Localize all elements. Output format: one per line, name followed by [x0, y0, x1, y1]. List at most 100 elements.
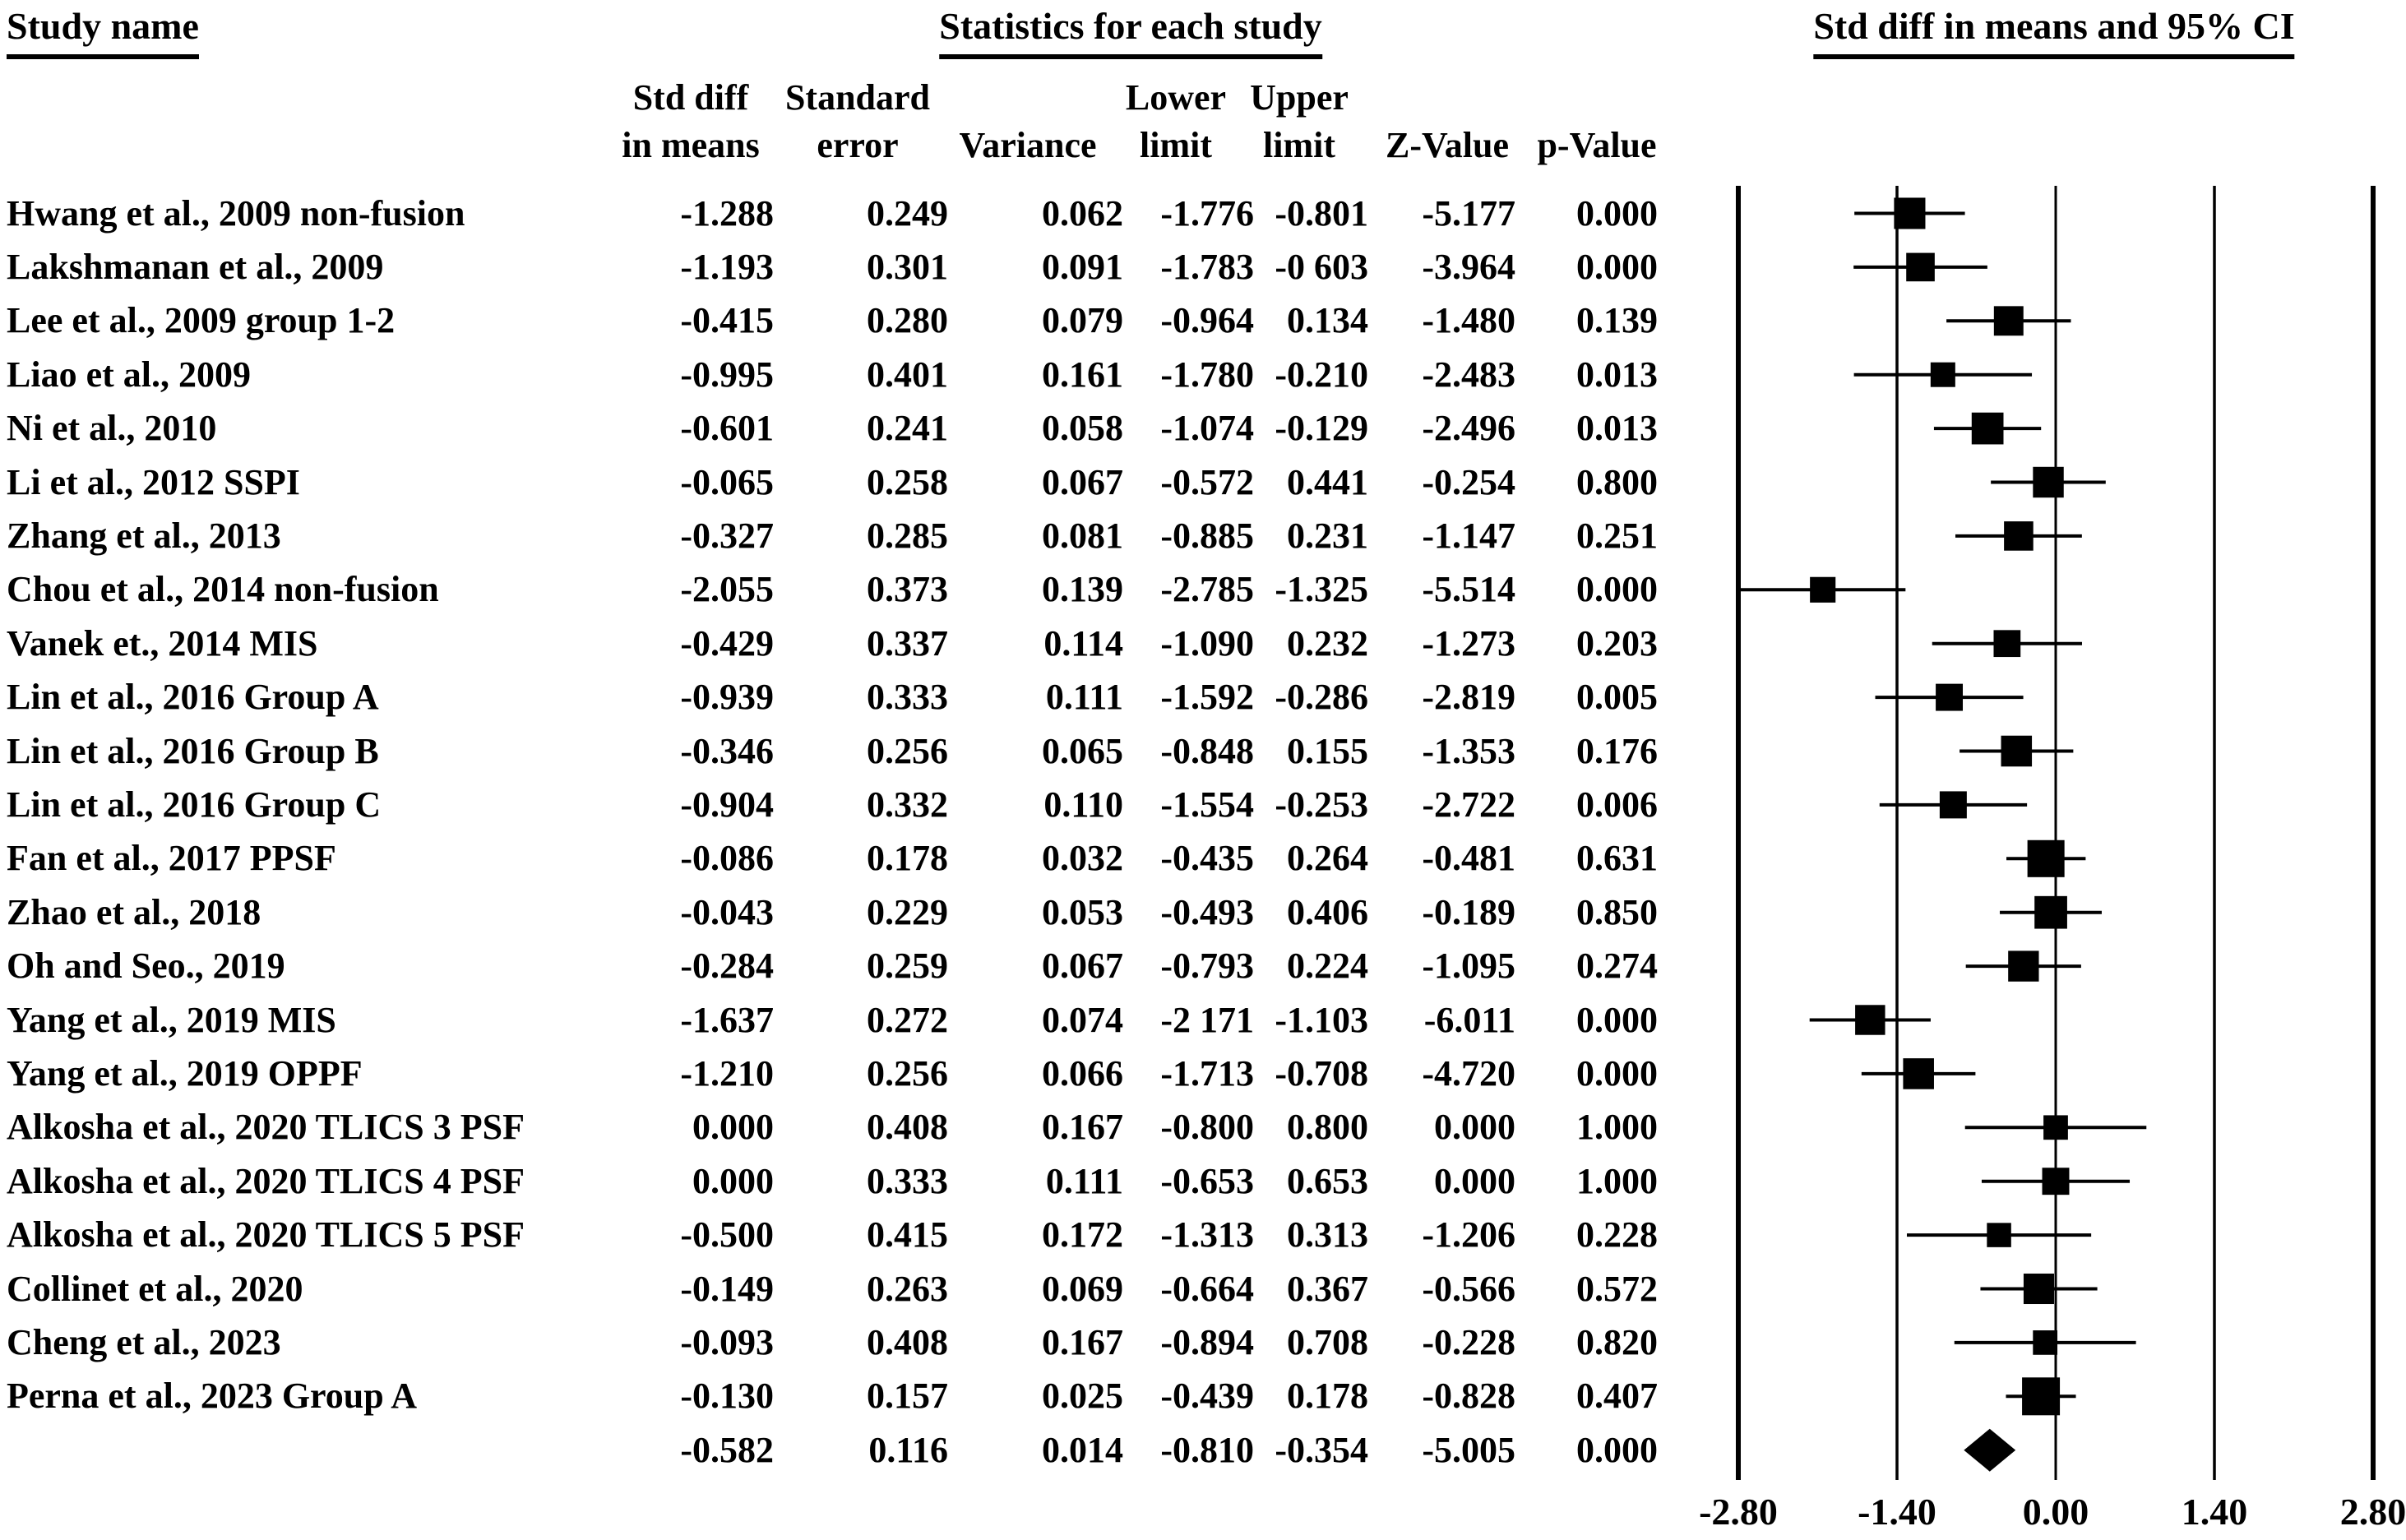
- std-diff-cell: -0.130: [680, 1376, 774, 1417]
- p-value-cell: 0.000: [1576, 569, 1658, 610]
- std-err-cell: 0.408: [867, 1321, 948, 1362]
- upper-limit-cell: -0.129: [1275, 408, 1368, 449]
- variance-cell: 0.161: [1042, 354, 1123, 395]
- table-row: Li et al., 2012 SSPI -0.065 0.258 0.067 -0.5…: [0, 456, 2406, 510]
- effect-square: [2023, 1273, 2054, 1305]
- lower-limit-cell: -1.074: [1160, 408, 1254, 449]
- variance-cell: 0.172: [1042, 1214, 1123, 1256]
- p-value-cell: 0.000: [1576, 246, 1658, 287]
- upper-limit-cell: 0.441: [1287, 461, 1368, 502]
- std-diff-cell: 0.000: [692, 1160, 774, 1201]
- std-diff-cell: -0.995: [680, 354, 774, 395]
- table-row: Lin et al., 2016 Group A -0.939 0.333 0.111…: [0, 670, 2406, 724]
- std-diff-cell: -1.637: [680, 999, 774, 1040]
- p-value-cell: 0.631: [1576, 838, 1658, 879]
- upper-limit-cell: -0.708: [1275, 1052, 1368, 1094]
- lower-limit-cell: -1.783: [1160, 246, 1254, 287]
- upper-limit-cell: 0.313: [1287, 1214, 1368, 1256]
- std-diff-cell: -0.415: [680, 300, 774, 341]
- z-value-cell: -1.273: [1422, 622, 1515, 664]
- table-row: Yang et al., 2019 OPPF -1.210 0.256 0.066 -1…: [0, 1047, 2406, 1101]
- column-header-z-value: Z-Value: [1386, 125, 1509, 165]
- lower-limit-cell: -1.592: [1160, 677, 1254, 718]
- z-value-cell: -1.206: [1422, 1214, 1515, 1256]
- table-row: Vanek et., 2014 MIS -0.429 0.337 0.114 -1.09…: [0, 617, 2406, 671]
- upper-limit-cell: 0.232: [1287, 622, 1368, 664]
- lower-limit-cell: -2.785: [1160, 569, 1254, 610]
- effect-square: [1993, 306, 2024, 336]
- std-diff-cell: -0.904: [680, 784, 774, 825]
- study-label: Oh and Seo., 2019: [7, 946, 285, 987]
- std-err-cell: 0.337: [867, 622, 948, 664]
- table-row: Liao et al., 2009 -0.995 0.401 0.161 -1.780-…: [0, 348, 2406, 402]
- effect-square: [1855, 1005, 1885, 1035]
- variance-cell: 0.032: [1042, 838, 1123, 879]
- study-label: Alkosha et al., 2020 TLICS 5 PSF: [7, 1214, 525, 1256]
- upper-limit-cell: 0.224: [1287, 946, 1368, 987]
- upper-limit-cell: 0.231: [1287, 515, 1368, 556]
- lower-limit-cell: -1.713: [1160, 1052, 1254, 1094]
- lower-limit-cell: -0.793: [1160, 946, 1254, 987]
- study-label: Lin et al., 2016 Group B: [7, 730, 379, 771]
- variance-cell: 0.139: [1042, 569, 1123, 610]
- p-value-cell: 0.000: [1576, 999, 1658, 1040]
- std-diff-cell: -0.939: [680, 677, 774, 718]
- table-row: Oh and Seo., 2019 -0.284 0.259 0.067 -0.793 0…: [0, 939, 2406, 993]
- std-err-cell: 0.373: [867, 569, 948, 610]
- upper-limit-cell: 0.264: [1287, 838, 1368, 879]
- table-row: Lin et al., 2016 Group B -0.346 0.256 0.065…: [0, 724, 2406, 779]
- std-diff-cell: -1.288: [680, 192, 774, 234]
- std-err-cell: 0.333: [867, 1160, 948, 1201]
- z-value-cell: -1.480: [1422, 300, 1515, 341]
- p-value-cell: 1.000: [1576, 1107, 1658, 1148]
- effect-square: [1939, 791, 1967, 819]
- table-row: Collinet et al., 2020 -0.149 0.263 0.069 -0.…: [0, 1262, 2406, 1316]
- upper-limit-cell: 0.708: [1287, 1321, 1368, 1362]
- std-diff-cell: -0.086: [680, 838, 774, 879]
- study-label: Liao et al., 2009: [7, 354, 251, 395]
- table-row: Fan et al., 2017 PPSF -0.086 0.178 0.032 -0.…: [0, 831, 2406, 886]
- p-value-cell: 0.850: [1576, 891, 1658, 932]
- variance-cell: 0.114: [1043, 622, 1123, 664]
- plot-group-header: Std diff in means and 95% CI: [1813, 5, 2295, 59]
- table-row: Cheng et al., 2023 -0.093 0.408 0.167 -0.894…: [0, 1316, 2406, 1370]
- std-diff-cell: -1.193: [680, 246, 774, 287]
- lower-limit-cell: -0.664: [1160, 1268, 1254, 1309]
- upper-limit-cell: 0.800: [1287, 1107, 1368, 1148]
- upper-limit-cell: -0 603: [1275, 246, 1368, 287]
- lower-limit-cell: -0.653: [1160, 1160, 1254, 1201]
- effect-square: [2022, 1377, 2061, 1416]
- std-diff-cell: -0.500: [680, 1214, 774, 1256]
- z-value-cell: -1.147: [1422, 515, 1515, 556]
- effect-square: [2042, 1168, 2070, 1195]
- study-label: Zhang et al., 2013: [7, 515, 281, 556]
- std-diff-cell: -0.065: [680, 461, 774, 502]
- p-value-cell: 0.228: [1576, 1214, 1658, 1256]
- z-value-cell: -1.353: [1422, 730, 1515, 771]
- study-label: Vanek et., 2014 MIS: [7, 622, 318, 664]
- study-label: Cheng et al., 2023: [7, 1321, 281, 1362]
- study-label: Chou et al., 2014 non-fusion: [7, 569, 439, 610]
- p-value-cell: 0.820: [1576, 1321, 1658, 1362]
- study-label: Ni et al., 2010: [7, 408, 217, 449]
- column-header-lower-limit: Lower limit: [1125, 77, 1227, 165]
- variance-cell: 0.111: [1045, 677, 1123, 718]
- upper-limit-cell: -1.325: [1275, 569, 1368, 610]
- column-header-p-value: p-Value: [1537, 125, 1657, 165]
- summary-diamond: [1964, 1428, 2016, 1472]
- table-row: Zhang et al., 2013 -0.327 0.285 0.081 -0.885…: [0, 509, 2406, 563]
- lower-limit-cell: -1.090: [1160, 622, 1254, 664]
- std-diff-cell: -0.149: [680, 1268, 774, 1309]
- study-label: Yang et al., 2019 MIS: [7, 999, 336, 1040]
- upper-limit-cell: -0.801: [1275, 192, 1368, 234]
- table-row: Yang et al., 2019 MIS -1.637 0.272 0.074 -2 …: [0, 993, 2406, 1047]
- table-row: Zhao et al., 2018 -0.043 0.229 0.053 -0.493 0…: [0, 886, 2406, 940]
- lower-limit-cell: -0.810: [1160, 1429, 1254, 1470]
- table-row: Alkosha et al., 2020 TLICS 3 PSF 0.000 0.4…: [0, 1100, 2406, 1154]
- variance-cell: 0.067: [1042, 946, 1123, 987]
- upper-limit-cell: -0.286: [1275, 677, 1368, 718]
- effect-square: [1894, 197, 1926, 229]
- study-name-column-header: Study name: [7, 5, 199, 59]
- variance-cell: 0.069: [1042, 1268, 1123, 1309]
